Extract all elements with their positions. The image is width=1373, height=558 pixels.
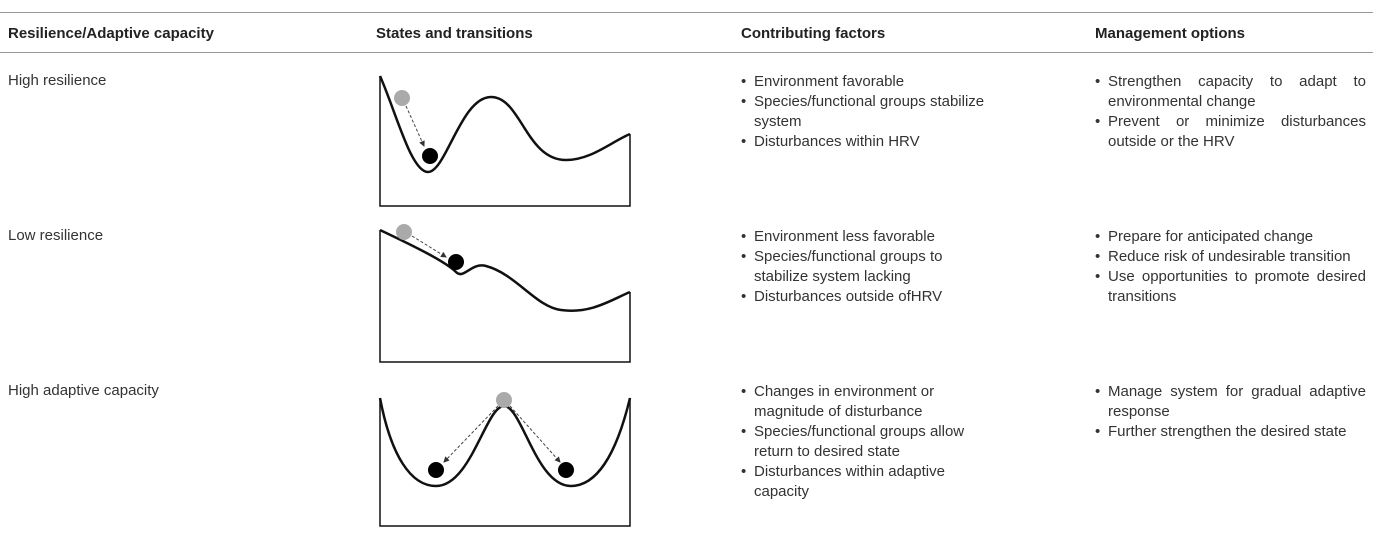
header-rule (0, 52, 1373, 53)
factor-item: Species/functional groups stabilize syst… (741, 92, 991, 132)
header-cell: States and transitions (376, 25, 533, 42)
state-diagram (376, 72, 634, 212)
option-item: Further strengthen the desired state (1095, 422, 1366, 442)
top-rule (0, 12, 1373, 13)
option-list: Manage system for gradual adaptive respo… (1095, 382, 1366, 442)
factor-item: Environment less favorable (741, 227, 991, 247)
factor-item: Environment favorable (741, 72, 991, 92)
factor-item: Species/functional groups to stabilize s… (741, 247, 991, 287)
option-list: Strengthen capacity to adapt to environm… (1095, 72, 1366, 152)
factor-item: Disturbances within HRV (741, 132, 991, 152)
factor-list: Environment less favorableSpecies/functi… (741, 227, 991, 307)
option-item: Use opportunities to promote desired tra… (1095, 267, 1366, 307)
option-item: Manage system for gradual adaptive respo… (1095, 382, 1366, 422)
factor-item: Changes in environment or magnitude of d… (741, 382, 991, 422)
factor-item: Disturbances outside ofHRV (741, 287, 991, 307)
factor-list: Environment favorableSpecies/functional … (741, 72, 991, 152)
option-list: Prepare for anticipated changeReduce ris… (1095, 227, 1366, 307)
header-cell: Management options (1095, 25, 1245, 42)
row-label: Low resilience (8, 227, 103, 244)
row-label: High adaptive capacity (8, 382, 159, 399)
factor-item: Species/functional groups allow return t… (741, 422, 991, 462)
option-item: Prevent or minimize disturbances outside… (1095, 112, 1366, 152)
page: Resilience/Adaptive capacity States and … (0, 0, 1373, 558)
factor-list: Changes in environment or magnitude of d… (741, 382, 991, 502)
option-item: Prepare for anticipated change (1095, 227, 1366, 247)
option-item: Strengthen capacity to adapt to environm… (1095, 72, 1366, 112)
row-label: High resilience (8, 72, 106, 89)
header-cell: Resilience/Adaptive capacity (8, 25, 214, 42)
state-diagram (376, 222, 634, 366)
option-item: Reduce risk of undesirable transition (1095, 247, 1366, 267)
state-diagram (376, 386, 634, 530)
header-cell: Contributing factors (741, 25, 885, 42)
factor-item: Disturbances within adaptive capacity (741, 462, 991, 502)
